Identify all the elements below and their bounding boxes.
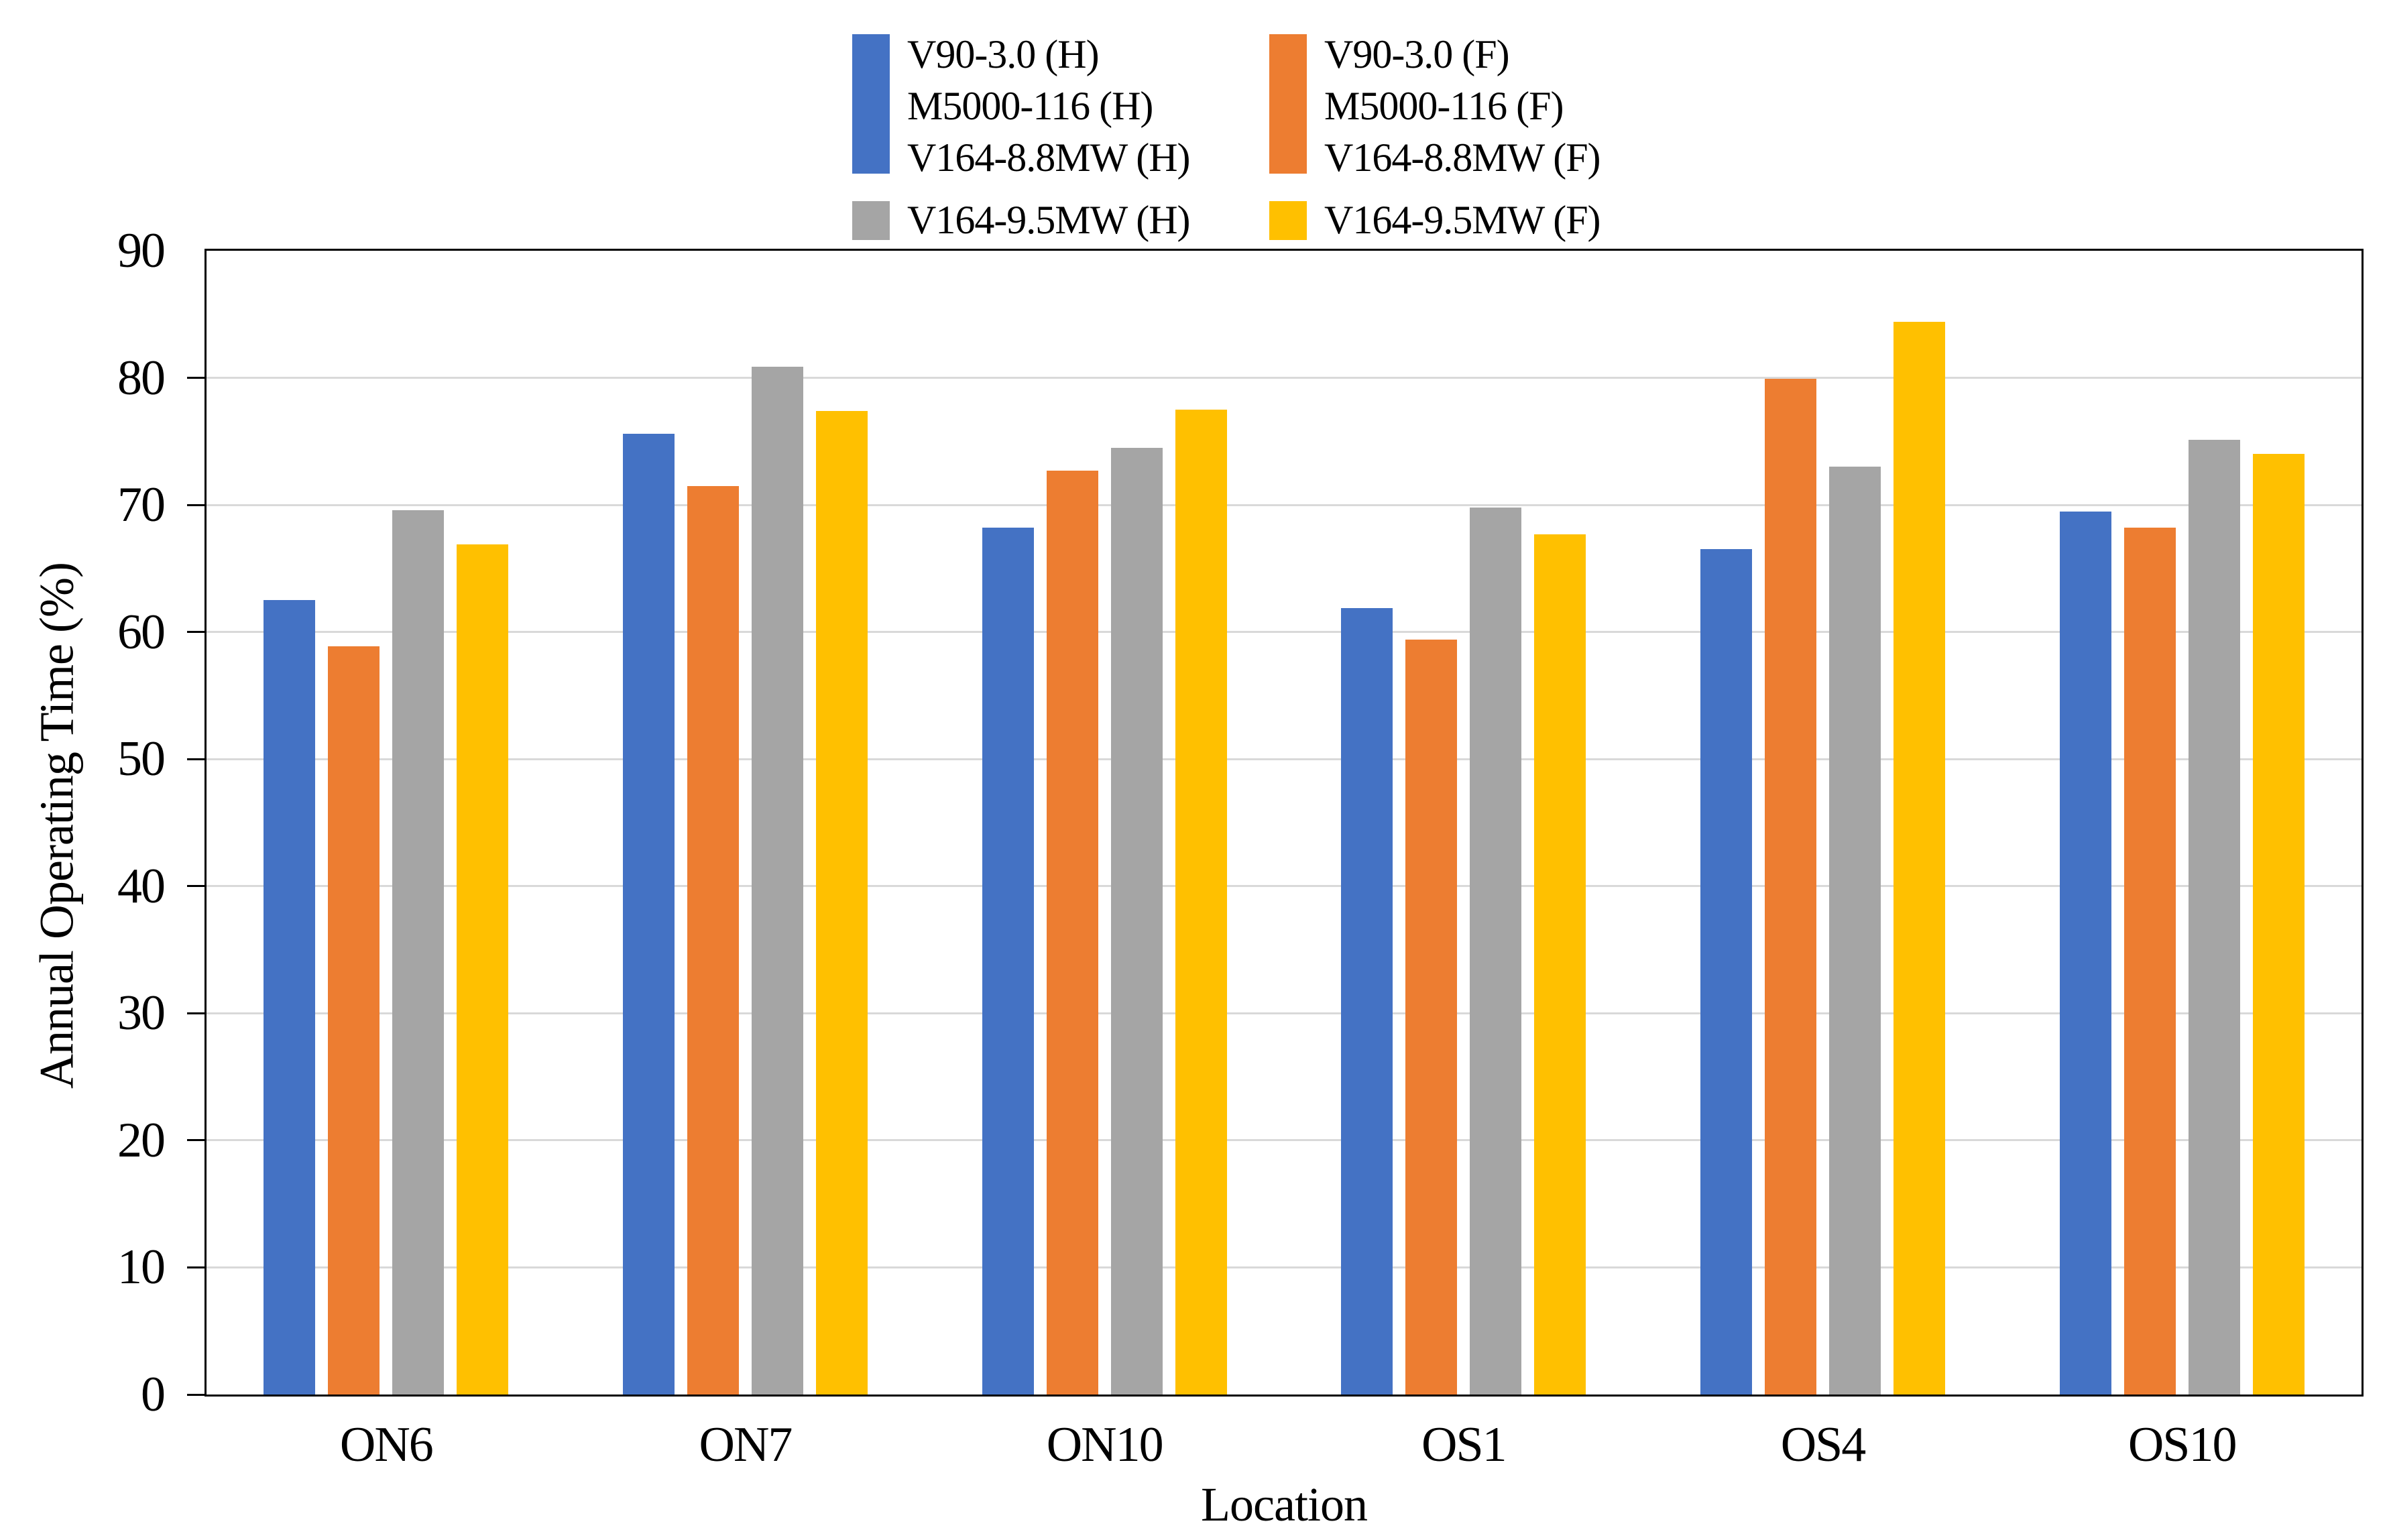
legend-labels-f: V90-3.0 (F) M5000-116 (F) V164-8.8MW (F) (1324, 29, 1601, 184)
legend-swatch-gray (852, 200, 890, 240)
bar-OS10-series2 (2123, 528, 2176, 1395)
y-axis-tick-mark-30 (187, 1012, 205, 1014)
legend-label: M5000-116 (H) (907, 84, 1153, 128)
legend-swatch-orange (1269, 34, 1307, 174)
y-tick-label-20: 20 (117, 1112, 166, 1168)
bar-OS10-series3 (2188, 440, 2240, 1395)
gridline-30 (207, 1012, 2362, 1014)
legend-label: V164-8.8MW (H) (907, 135, 1190, 180)
bar-ON10-series4 (1175, 409, 1227, 1395)
y-axis-tick-mark-20 (187, 1139, 205, 1142)
gridline-60 (207, 631, 2362, 634)
legend-swatch-blue (852, 34, 890, 174)
bar-ON7-series3 (752, 366, 803, 1395)
y-axis-tick-mark-10 (187, 1266, 205, 1268)
legend-label: V164-9.5MW (H) (907, 198, 1190, 242)
legend-label: V164-9.5MW (F) (1324, 198, 1601, 242)
bar-ON10-series2 (1046, 470, 1098, 1395)
bar-ON6-series1 (264, 600, 316, 1395)
gridline-50 (207, 758, 2362, 760)
bar-ON6-series2 (328, 646, 380, 1395)
legend-swatch-yellow (1269, 200, 1307, 240)
x-tick-label-OS10: OS10 (2128, 1417, 2237, 1472)
y-tick-label-40: 40 (117, 858, 166, 914)
y-axis-title: Annual Operating Time (%) (30, 562, 84, 1089)
x-axis-title: Location (1201, 1478, 1368, 1531)
legend-entry-single-f: V164-9.5MW (F) (1269, 194, 1601, 246)
gridline-70 (207, 504, 2362, 506)
y-axis-tick-mark-70 (187, 504, 205, 506)
x-tick-label-OS1: OS1 (1421, 1417, 1507, 1472)
legend-label: V90-3.0 (F) (1324, 32, 1510, 76)
legend-column-f: V90-3.0 (F) M5000-116 (F) V164-8.8MW (F)… (1269, 29, 1601, 246)
legend-entry-group-f: V90-3.0 (F) M5000-116 (F) V164-8.8MW (F) (1269, 29, 1601, 184)
legend-label: M5000-116 (F) (1324, 84, 1564, 128)
y-axis-tick-mark-80 (187, 377, 205, 379)
y-axis-tick-mark-40 (187, 885, 205, 888)
y-tick-label-90: 90 (117, 223, 166, 278)
bar-ON7-series1 (623, 433, 675, 1395)
bar-ON10-series3 (1110, 447, 1163, 1395)
bar-OS4-series4 (1893, 322, 1945, 1395)
y-tick-label-0: 0 (141, 1367, 166, 1422)
legend-column-h: V90-3.0 (H) M5000-116 (H) V164-8.8MW (H)… (852, 29, 1190, 246)
gridline-80 (207, 377, 2362, 379)
y-tick-label-70: 70 (117, 477, 166, 533)
bar-OS1-series2 (1405, 640, 1458, 1395)
y-tick-label-30: 30 (117, 986, 166, 1041)
bar-ON7-series2 (687, 485, 739, 1395)
y-axis-tick-mark-0 (187, 1393, 205, 1396)
bar-ON6-series4 (457, 544, 509, 1395)
bar-ON7-series4 (816, 410, 868, 1395)
gridline-20 (207, 1139, 2362, 1142)
bar-OS1-series4 (1534, 534, 1586, 1395)
bar-ON6-series3 (392, 510, 445, 1395)
x-tick-label-ON10: ON10 (1046, 1417, 1164, 1472)
legend-entry-group-h: V90-3.0 (H) M5000-116 (H) V164-8.8MW (H) (852, 29, 1190, 184)
bar-OS4-series2 (1765, 379, 1816, 1395)
legend: V90-3.0 (H) M5000-116 (H) V164-8.8MW (H)… (0, 29, 2389, 250)
bar-ON10-series1 (982, 528, 1034, 1395)
legend-labels-h: V90-3.0 (H) M5000-116 (H) V164-8.8MW (H) (907, 29, 1190, 184)
gridline-40 (207, 885, 2362, 888)
bar-OS1-series1 (1341, 607, 1393, 1395)
legend-label: V164-8.8MW (F) (1324, 135, 1601, 180)
y-tick-label-60: 60 (117, 604, 166, 660)
x-tick-label-ON7: ON7 (699, 1417, 793, 1472)
bar-OS4-series3 (1829, 467, 1881, 1395)
x-tick-label-OS4: OS4 (1780, 1417, 1867, 1472)
legend-entry-single-h: V164-9.5MW (H) (852, 194, 1190, 246)
y-tick-label-50: 50 (117, 731, 166, 787)
y-axis-tick-labels: 0 10 20 30 40 50 60 70 80 90 (0, 226, 166, 1419)
gridline-10 (207, 1266, 2362, 1268)
y-axis-tick-mark-50 (187, 758, 205, 760)
y-tick-label-80: 80 (117, 350, 166, 406)
plot-area (187, 249, 2364, 1397)
bar-OS10-series4 (2252, 454, 2305, 1395)
legend-label: V90-3.0 (H) (907, 32, 1100, 76)
bar-OS10-series1 (2059, 511, 2111, 1395)
x-tick-label-ON6: ON6 (339, 1417, 434, 1472)
bar-OS1-series3 (1470, 507, 1522, 1395)
bar-OS4-series1 (1700, 549, 1752, 1395)
y-tick-label-10: 10 (117, 1240, 166, 1295)
x-axis-tick-labels: ON6 ON7 ON10 OS1 OS4 OS10 (205, 1420, 2364, 1484)
y-axis-tick-mark-60 (187, 631, 205, 634)
